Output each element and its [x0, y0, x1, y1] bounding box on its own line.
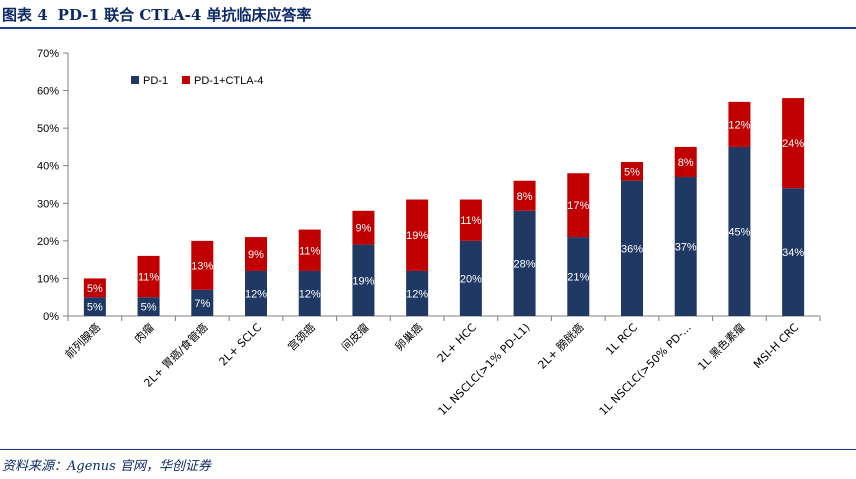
category-label: 2L+ 膀胱癌: [535, 320, 587, 372]
bar-pd1-ctla4: [459, 199, 482, 241]
legend-swatch-pd1: [131, 76, 139, 84]
bar-pd1-ctla4: [567, 173, 590, 238]
category-label: 2L+ HCC: [435, 321, 479, 365]
bar-pd1: [513, 210, 536, 316]
category-label: 2L+ SCLC: [217, 321, 265, 369]
category-label: 肉瘤: [131, 320, 156, 345]
category-label: 1L NSCLC(>1% PD-L1): [436, 321, 533, 418]
figure-title: 图表 4 PD-1 联合 CTLA-4 单抗临床应答率: [2, 4, 322, 25]
bar-pd1-ctla4: [245, 237, 267, 271]
category-label: 1L 黑色素瘤: [695, 320, 748, 373]
bar-pd1-ctla4: [674, 146, 697, 177]
bar-pd1-ctla4: [513, 180, 536, 211]
data-label-pd1-ctla4: 8%: [517, 191, 533, 203]
top-rule: [0, 27, 856, 29]
bar-pd1: [782, 188, 805, 316]
category-label: 1L RCC: [603, 321, 640, 358]
bar-pd1: [621, 180, 643, 316]
data-label-pd1-ctla4: 11%: [299, 245, 320, 257]
y-tick-label: 50%: [37, 123, 59, 135]
data-label-pd1: 12%: [406, 288, 428, 300]
data-label-pd1: 12%: [299, 288, 321, 300]
data-label-pd1: 5%: [141, 302, 157, 314]
y-tick-label: 10%: [37, 273, 59, 285]
bar-pd1: [674, 176, 697, 316]
figure-label: 图表 4: [2, 6, 48, 24]
data-label-pd1: 19%: [352, 275, 374, 287]
figure-title-text: PD-1 联合 CTLA-4 单抗临床应答率: [57, 6, 312, 24]
bar-pd1: [352, 244, 375, 316]
bar-pd1-ctla4: [137, 255, 160, 298]
chart-data-labels: 5% 5% 5% 11% 7% 13% 12% 9% 12% 11% 19% 9% 12% 19% 20% 1…: [87, 119, 804, 313]
y-tick-label: 40%: [37, 161, 59, 173]
data-label-pd1-ctla4: 11%: [460, 215, 481, 227]
data-label-pd1-ctla4: 9%: [355, 223, 371, 235]
legend-label-pd1: PD-1: [143, 75, 168, 87]
data-label-pd1-ctla4: 8%: [678, 157, 694, 169]
data-label-pd1: 34%: [782, 247, 804, 259]
category-label: 1L NSCLC(>50% PD-...: [597, 321, 694, 418]
data-label-pd1: 36%: [621, 243, 643, 255]
chart-legend: PD-1 PD-1+CTLA-4: [131, 75, 263, 87]
data-label-pd1: 21%: [567, 272, 589, 284]
y-tick-label: 30%: [37, 198, 59, 210]
data-label-pd1-ctla4: 13%: [191, 260, 213, 272]
stacked-bar-chart: 0% 10% 20% 30% 40% 50% 60% 70% 5% 5% 5% 11% 7% 13% 12…: [37, 48, 821, 418]
y-tick-label: 20%: [37, 236, 59, 248]
y-tick-label: 70%: [37, 48, 59, 60]
data-label-pd1: 7%: [194, 298, 210, 310]
data-label-pd1: 5%: [87, 302, 103, 314]
category-label: 卵巢癌: [392, 320, 425, 353]
data-label-pd1: 12%: [245, 288, 267, 300]
legend-swatch-pd1-ctla4: [182, 76, 190, 84]
data-label-pd1: 20%: [460, 273, 482, 285]
bar-pd1-ctla4: [352, 210, 375, 245]
category-label: MSI-H CRC: [751, 321, 801, 371]
data-label-pd1: 28%: [514, 258, 536, 270]
category-label: 间皮瘤: [338, 320, 371, 353]
data-label-pd1-ctla4: 17%: [567, 200, 589, 212]
bar-pd1: [137, 297, 160, 316]
bottom-rule: [0, 449, 856, 450]
category-label: 前列腺癌: [62, 320, 103, 361]
data-label-pd1-ctla4: 24%: [782, 138, 804, 150]
data-label-pd1-ctla4: 19%: [406, 230, 428, 242]
data-label-pd1-ctla4: 5%: [87, 283, 103, 295]
data-label-pd1-ctla4: 5%: [624, 166, 640, 178]
data-label-pd1: 45%: [728, 226, 750, 238]
bar-pd1: [245, 270, 267, 316]
bar-pd1: [728, 146, 751, 316]
bar-pd1: [191, 289, 214, 316]
bar-pd1-ctla4: [191, 240, 214, 290]
data-label-pd1: 37%: [675, 241, 697, 253]
data-label-pd1-ctla4: 12%: [728, 119, 750, 131]
y-tick-label: 60%: [37, 86, 59, 98]
chart-bars: [83, 98, 805, 316]
bar-pd1-ctla4: [406, 199, 429, 271]
bar-pd1-ctla4: [83, 278, 106, 298]
bar-pd1: [406, 270, 429, 316]
category-label: 宫颈癌: [285, 320, 318, 353]
bar-pd1-ctla4: [621, 161, 643, 181]
bar-pd1: [567, 237, 590, 316]
legend-label-pd1-ctla4: PD-1+CTLA-4: [194, 75, 263, 87]
bar-pd1: [83, 297, 106, 316]
y-tick-label: 0%: [43, 311, 59, 323]
bar-pd1: [459, 240, 482, 316]
bar-pd1-ctla4: [728, 101, 751, 147]
bar-pd1-ctla4: [298, 229, 321, 271]
source-note: 资料来源：Agenus 官网，华创证券: [2, 459, 211, 474]
bar-pd1: [298, 270, 321, 316]
data-label-pd1-ctla4: 9%: [248, 249, 264, 261]
data-label-pd1-ctla4: 11%: [138, 272, 159, 284]
bar-pd1-ctla4: [782, 98, 805, 189]
